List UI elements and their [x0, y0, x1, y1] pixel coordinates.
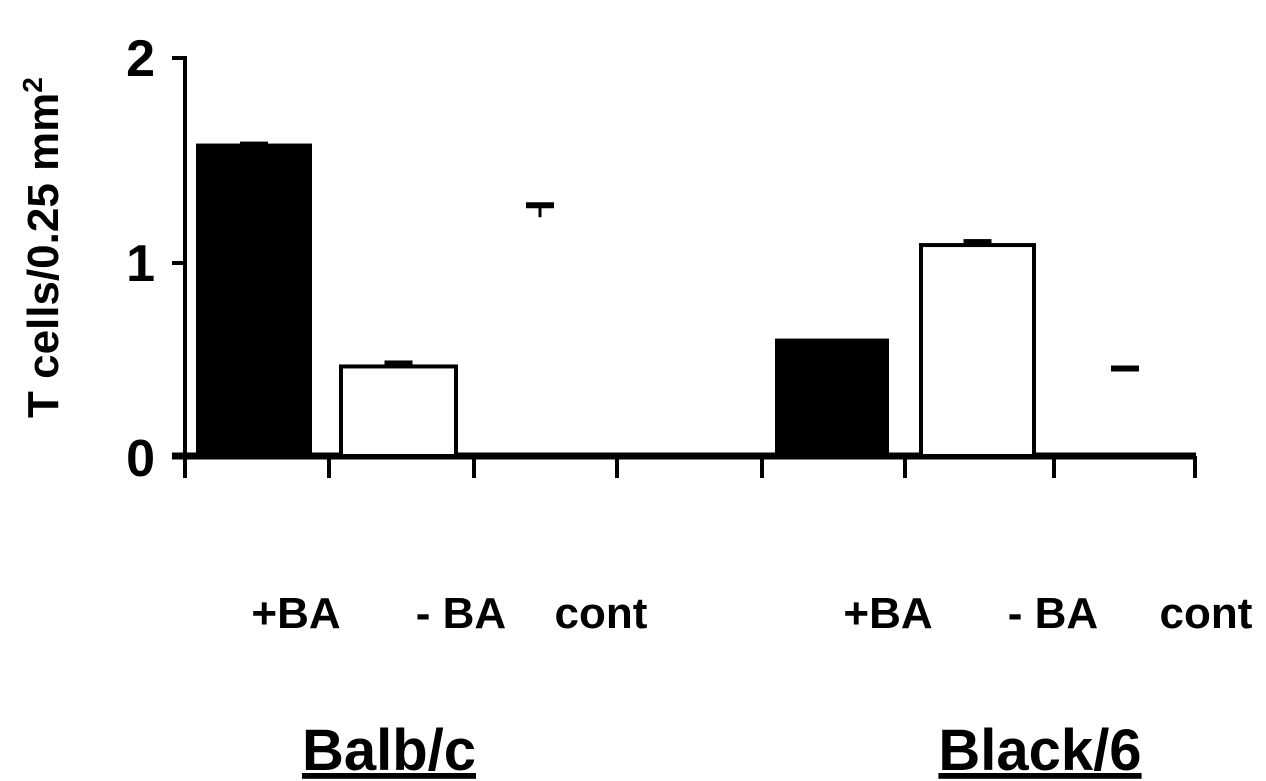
- error-bar: [240, 141, 268, 147]
- group-label-black6: Black/6: [938, 718, 1141, 781]
- bars-layer: [196, 141, 1139, 459]
- bar: [775, 338, 889, 458]
- category-label-balbc-cont: cont: [555, 589, 648, 638]
- category-label-black6-cont: cont: [1160, 589, 1253, 638]
- group-label-balbc: Balb/c: [302, 718, 476, 781]
- category-label-balbc-minus-ba: - BA: [416, 589, 506, 638]
- y-tick-label-2: 2: [126, 30, 155, 88]
- bar: [339, 364, 458, 459]
- error-bar: [384, 360, 413, 368]
- y-axis-label-superscript: 2: [17, 77, 48, 93]
- x-ticks: [183, 456, 1197, 478]
- error-bar: [963, 239, 992, 247]
- bar: [196, 143, 312, 458]
- y-axis-label-text: T cells/0.25 mm: [19, 93, 68, 418]
- y-tick-label-0: 0: [126, 430, 155, 488]
- category-label-black6-minus-ba: - BA: [1008, 589, 1098, 638]
- y-axis-label: T cells/0.25 mm2: [17, 77, 68, 418]
- category-label-balbc-plus-ba: +BA: [251, 589, 340, 638]
- category-label-black6-plus-ba: +BA: [843, 589, 932, 638]
- y-tick-label-1: 1: [126, 235, 155, 293]
- bar: [919, 243, 1036, 458]
